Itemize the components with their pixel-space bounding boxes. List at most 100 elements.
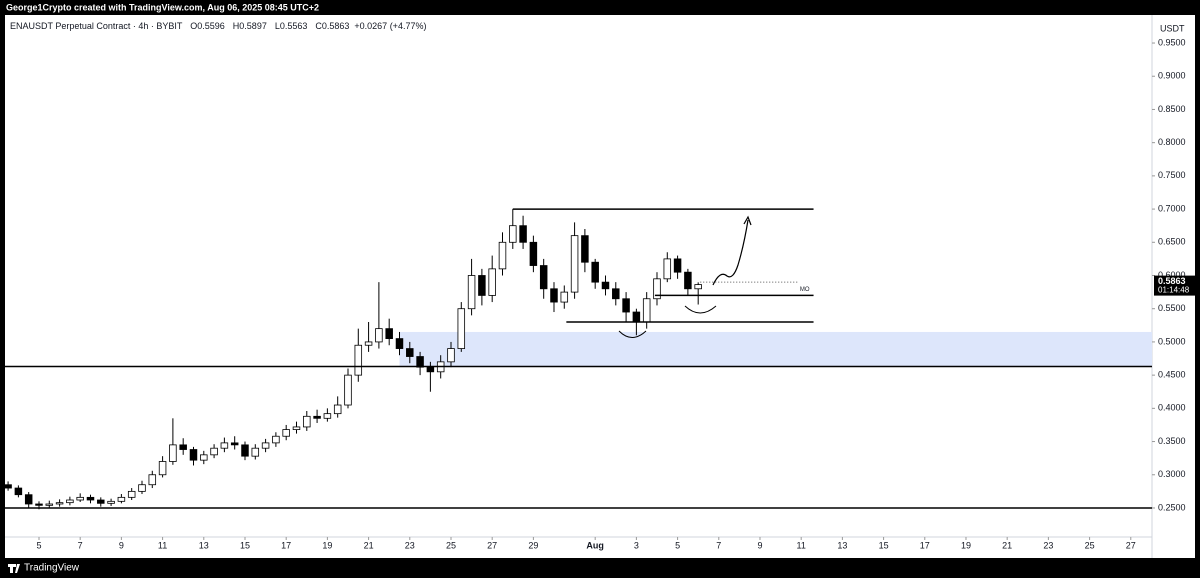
x-tick-label: 5 (36, 540, 41, 550)
last-price: 0.5863 (1158, 276, 1186, 286)
plot-area: MO (4, 208, 1152, 510)
candle-body (117, 496, 126, 502)
candle-body (632, 311, 641, 323)
y-tick-label: 0.6000 (1158, 270, 1186, 280)
candle-body (539, 265, 548, 290)
candle-body (447, 348, 455, 363)
candle-body (97, 499, 105, 504)
candle-body (385, 328, 393, 340)
x-tick-label: 11 (158, 540, 167, 550)
candle-body (622, 298, 630, 313)
x-tick-label: 23 (1043, 540, 1053, 550)
change: +0.0267 (+4.77%) (354, 21, 426, 31)
x-tick-label: 11 (797, 540, 806, 550)
candle-body (189, 449, 198, 461)
candle-body (210, 447, 218, 456)
axis-unit: USDT (1160, 23, 1185, 33)
x-tick-label: 7 (78, 540, 83, 550)
x-tick-label: 21 (1002, 540, 1012, 550)
x-tick-label: 25 (446, 540, 456, 550)
candle-body (416, 356, 424, 368)
y-tick-label: 0.7000 (1158, 203, 1186, 213)
annotation-arrowhead (743, 215, 752, 226)
candle-body (457, 308, 466, 349)
x-tick-label: 15 (240, 540, 250, 550)
x-tick-label: Aug (586, 540, 604, 550)
candle-body (148, 474, 157, 486)
candle-body (241, 444, 249, 457)
candle-body (653, 278, 661, 300)
y-tick-label: 0.8000 (1158, 137, 1186, 147)
candle-body (323, 413, 332, 419)
x-tick-label: 19 (322, 540, 332, 550)
demand-zone (399, 331, 1152, 367)
legend-label: H (233, 21, 240, 31)
candle-body (251, 447, 260, 457)
candle-body (406, 348, 414, 357)
annotation-arc (618, 330, 647, 338)
candle-body (35, 503, 43, 506)
candle-body (14, 487, 23, 496)
candle-body (509, 225, 517, 243)
candle-body (45, 503, 54, 506)
candle-body (601, 281, 610, 290)
candle-body (529, 241, 538, 266)
x-tick-label: 15 (879, 540, 889, 550)
candle-body (612, 288, 620, 300)
candle-body (138, 484, 146, 492)
level-label: MO (800, 287, 810, 293)
x-tick-label: 29 (528, 540, 538, 550)
legend-label: L (275, 21, 280, 31)
candle-body (642, 298, 651, 323)
candle-body (127, 490, 136, 498)
candle-body (158, 461, 167, 476)
candle-body (354, 344, 363, 376)
x-tick-label: 27 (1126, 540, 1136, 550)
candle-body (272, 435, 280, 444)
candle-body (303, 415, 311, 428)
y-tick-label: 0.5500 (1158, 303, 1186, 313)
candle-body (24, 494, 33, 505)
brand: TradingView (24, 563, 80, 574)
annotation-arc (684, 305, 717, 314)
x-tick-label: 7 (716, 540, 721, 550)
candle-body (333, 404, 342, 415)
y-tick-label: 0.8500 (1158, 104, 1186, 114)
candle-body (375, 328, 383, 343)
y-tick-label: 0.3500 (1158, 436, 1186, 446)
legend-label: O (190, 21, 197, 31)
candle-body (76, 496, 84, 501)
footer: TradingView (8, 563, 80, 574)
y-tick-label: 0.4000 (1158, 403, 1186, 413)
y-tick-label: 0.3000 (1158, 469, 1186, 479)
x-tick-label: 5 (675, 540, 680, 550)
candle-body (169, 444, 177, 462)
countdown: 01:14:48 (1158, 286, 1190, 295)
candle-body (498, 241, 507, 270)
candle-body (684, 271, 692, 290)
candle-body (478, 275, 486, 296)
x-tick-label: 21 (364, 540, 374, 550)
candle-body (426, 366, 435, 373)
x-tick-label: 9 (119, 540, 124, 550)
candle-body (292, 426, 301, 430)
chart-legend: ENAUSDT Perpetual Contract · 4h · BYBIT O… (10, 21, 426, 31)
x-tick-label: 13 (837, 540, 847, 550)
candle-body (519, 225, 527, 243)
chart-background (5, 15, 1195, 558)
candle-body (591, 261, 599, 283)
y-tick-label: 0.4500 (1158, 370, 1186, 380)
annotation-arrow (712, 219, 749, 286)
y-tick-label: 0.5000 (1158, 336, 1186, 346)
credit: George1Crypto created with TradingView.c… (6, 2, 319, 12)
candle-body (179, 444, 187, 450)
candle-body (395, 338, 404, 349)
candle-body (313, 415, 321, 419)
y-tick-label: 0.6500 (1158, 237, 1186, 247)
legend-label: C (315, 21, 322, 31)
x-tick-label: 25 (1085, 540, 1095, 550)
candle-body (107, 500, 115, 504)
candle-body (4, 484, 12, 489)
